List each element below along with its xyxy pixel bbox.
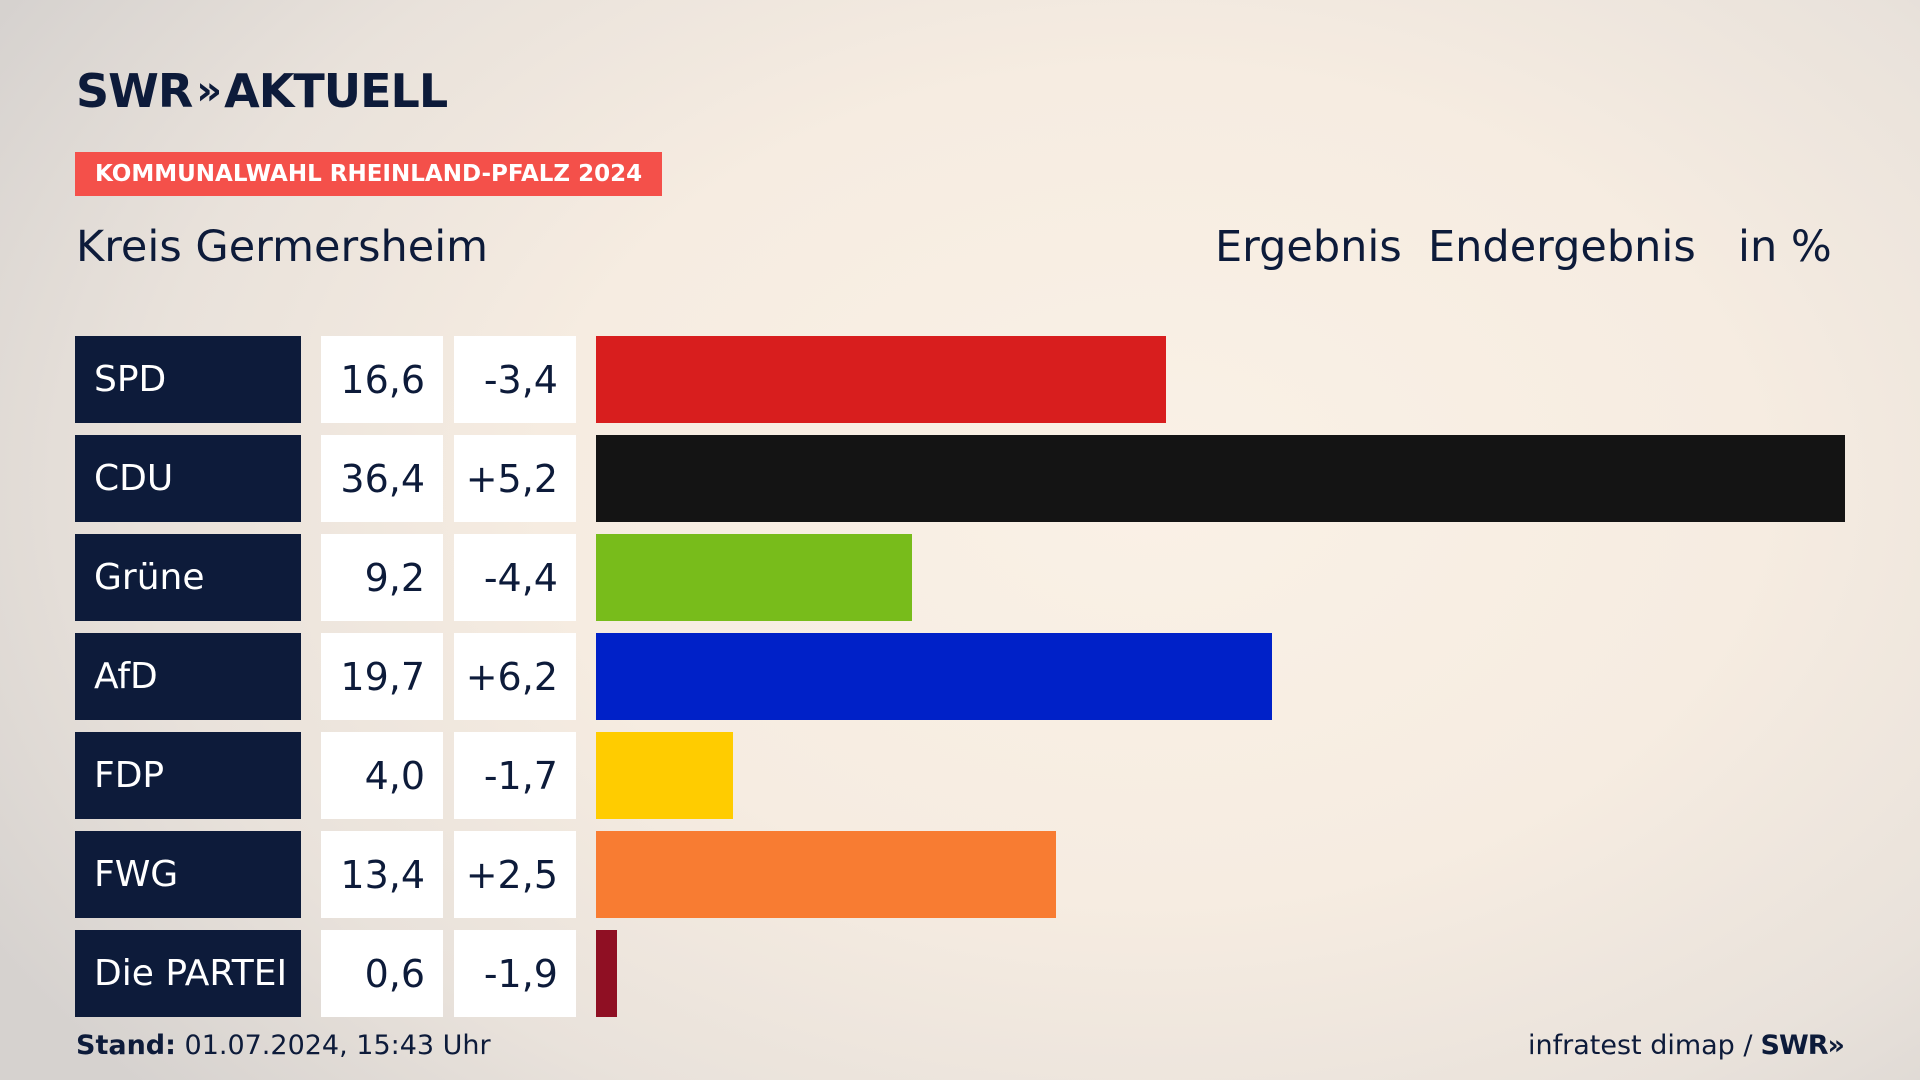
source-text: infratest dimap / [1528,1030,1753,1061]
timestamp-label: Stand: [76,1030,176,1061]
bar-row: SPD 16,6 -3,4 [0,336,1920,423]
timestamp: Stand: 01.07.2024, 15:43 Uhr [76,1030,491,1061]
difference-label: +6,2 [454,633,576,720]
source-swr-text: SWR [1760,1030,1829,1061]
source-credit: infratest dimap / SWR» [1528,1030,1846,1061]
party-label: SPD [75,336,301,423]
value-label: 13,4 [321,831,443,918]
logo-swr-text: SWR [76,64,193,118]
bar [596,930,617,1017]
party-label: Grüne [75,534,301,621]
value-label: 4,0 [321,732,443,819]
unit-label: in % [1738,222,1832,272]
region-title: Kreis Germersheim [76,222,489,272]
difference-label: -1,9 [454,930,576,1017]
value-label: 0,6 [321,930,443,1017]
bar-row: Die PARTEI 0,6 -1,9 [0,930,1920,1017]
logo-aktuell-text: AKTUELL [224,64,448,118]
party-label: FDP [75,732,301,819]
bar [596,336,1166,423]
bar-row: FWG 13,4 +2,5 [0,831,1920,918]
swr-aktuell-logo: SWR » AKTUELL [76,64,448,118]
difference-label: -1,7 [454,732,576,819]
difference-label: +2,5 [454,831,576,918]
bar [596,831,1056,918]
election-tag: KOMMUNALWAHL RHEINLAND-PFALZ 2024 [75,152,663,196]
source-swr-logo: SWR» [1760,1030,1846,1061]
value-label: 16,6 [321,336,443,423]
value-label: 19,7 [321,633,443,720]
difference-label: -4,4 [454,534,576,621]
party-label: FWG [75,831,301,918]
final-result-label: Endergebnis [1428,222,1696,272]
bar-row: Grüne 9,2 -4,4 [0,534,1920,621]
bar [596,732,734,819]
difference-label: +5,2 [454,435,576,522]
value-label: 36,4 [321,435,443,522]
bar-row: FDP 4,0 -1,7 [0,732,1920,819]
bar [596,435,1845,522]
source-chevron-icon: » [1827,1030,1845,1061]
bar-row: CDU 36,4 +5,2 [0,435,1920,522]
timestamp-value: 01.07.2024, 15:43 Uhr [184,1030,491,1061]
bar-row: AfD 19,7 +6,2 [0,633,1920,720]
bar [596,534,912,621]
party-label: AfD [75,633,301,720]
difference-label: -3,4 [454,336,576,423]
party-label: CDU [75,435,301,522]
party-label: Die PARTEI [75,930,301,1017]
bar [596,633,1272,720]
value-label: 9,2 [321,534,443,621]
result-label: Ergebnis [1215,222,1402,272]
